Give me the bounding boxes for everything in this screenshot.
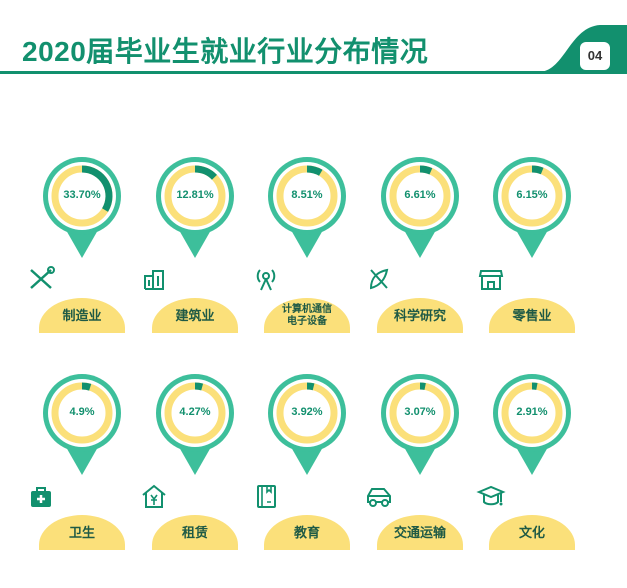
percent-value: 33.70% — [63, 189, 101, 201]
header-divider — [0, 71, 627, 74]
industry-card: 6.61% 科学研究 — [364, 138, 476, 338]
building-icon — [144, 270, 164, 290]
percent-value: 4.9% — [69, 406, 95, 418]
donut-pin — [381, 374, 459, 475]
donut-value-arc — [531, 165, 544, 175]
donut-value-arc — [419, 165, 433, 175]
industry-label: 科学研究 — [377, 298, 463, 333]
donut-pin — [268, 157, 346, 258]
donut-pin — [43, 157, 121, 258]
donut-pin — [156, 157, 234, 258]
pin-tail — [179, 447, 211, 475]
car-icon — [367, 488, 391, 507]
industry-label: 零售业 — [489, 298, 575, 333]
industry-card: 2.91% 文化 — [476, 355, 588, 555]
medical-kit-icon — [31, 487, 51, 507]
pin-tail — [516, 447, 548, 475]
donut-pin — [493, 374, 571, 475]
industry-card: 33.70% 制造业 — [26, 138, 138, 338]
donut-value-arc — [306, 382, 315, 391]
industry-card: 3.92% 教育 — [251, 355, 363, 555]
percent-value: 3.92% — [291, 406, 323, 418]
donut-pin — [268, 374, 346, 475]
page-title: 2020届毕业生就业行业分布情况 — [22, 36, 429, 67]
pin-tail — [179, 230, 211, 258]
industry-label: 租赁 — [152, 515, 238, 550]
pin-tail — [291, 230, 323, 258]
store-icon — [478, 270, 504, 290]
industry-card: 6.15% 零售业 — [476, 138, 588, 338]
industry-card: 8.51% 计算机通信 电子设备 — [251, 138, 363, 338]
industry-label: 交通运输 — [377, 515, 463, 550]
tools-icon — [30, 266, 55, 289]
industry-label: 计算机通信 电子设备 — [264, 298, 350, 333]
industry-card: 12.81% 建筑业 — [139, 138, 251, 338]
pin-tail — [404, 230, 436, 258]
percent-value: 12.81% — [176, 189, 214, 201]
industry-card: 4.27% 租赁 — [139, 355, 251, 555]
book-icon — [257, 485, 276, 508]
industry-card: 4.9% 卫生 — [26, 355, 138, 555]
page-number-leaf — [540, 25, 627, 72]
donut-pin — [43, 374, 121, 475]
pin-tail — [66, 447, 98, 475]
donut-value-arc — [81, 165, 113, 212]
rocket-icon — [369, 268, 389, 290]
donut-value-arc — [194, 382, 204, 391]
donut-pin — [156, 374, 234, 475]
antenna-icon — [256, 269, 276, 291]
percent-value: 3.07% — [404, 406, 436, 418]
industry-label: 建筑业 — [152, 298, 238, 333]
house-yen-icon — [142, 484, 166, 508]
industry-label: 教育 — [264, 515, 350, 550]
donut-value-arc — [419, 382, 426, 390]
percent-value: 6.15% — [516, 189, 548, 201]
industry-label: 制造业 — [39, 298, 125, 333]
percent-value: 4.27% — [179, 406, 211, 418]
industry-card: 3.07% 交通运输 — [364, 355, 476, 555]
industry-label: 卫生 — [39, 515, 125, 550]
page-number: 04 — [587, 48, 603, 63]
industry-label: 文化 — [489, 515, 575, 550]
donut-value-arc — [81, 382, 92, 391]
percent-value: 2.91% — [516, 406, 548, 418]
percent-value: 8.51% — [291, 189, 323, 201]
percent-value: 6.61% — [404, 189, 436, 201]
donut-pin — [381, 157, 459, 258]
donut-value-arc — [306, 165, 323, 176]
pin-tail — [291, 447, 323, 475]
pin-tail — [404, 447, 436, 475]
graduation-cap-icon — [476, 485, 506, 506]
donut-pin — [493, 157, 571, 258]
pin-tail — [66, 230, 98, 258]
donut-value-arc — [194, 165, 217, 180]
pin-tail — [516, 230, 548, 258]
